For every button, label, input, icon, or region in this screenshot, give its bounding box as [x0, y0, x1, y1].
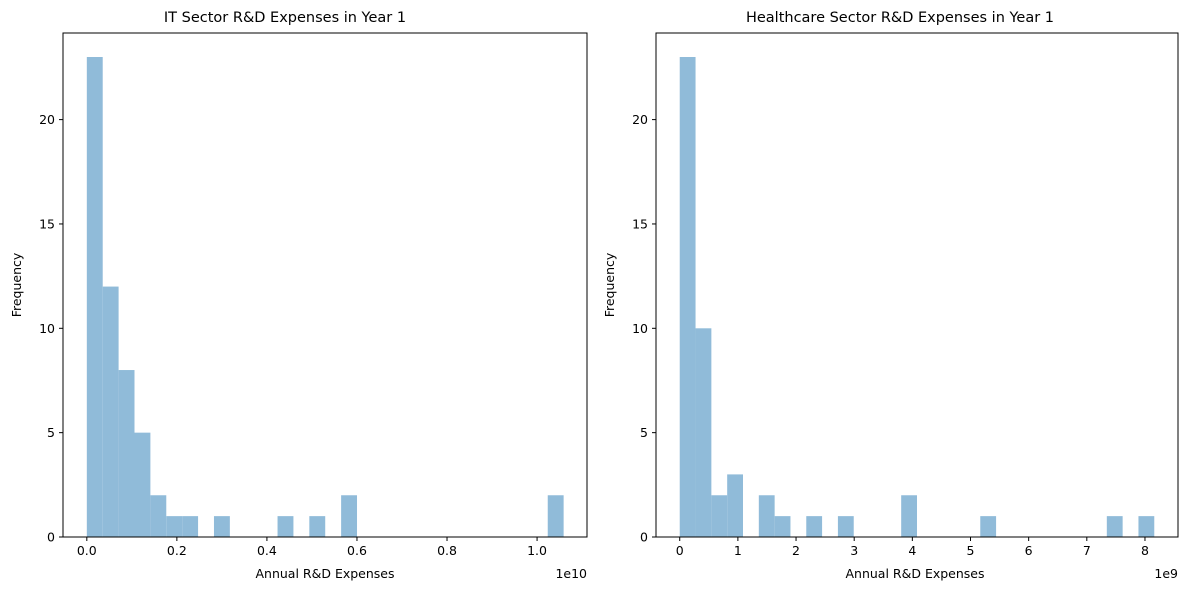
- x-tick-label: 0: [676, 543, 684, 558]
- histogram-bar: [758, 495, 775, 537]
- histogram-bar: [837, 516, 854, 537]
- y-tick-label: 10: [39, 321, 55, 336]
- x-tick-label: 0.6: [347, 543, 367, 558]
- y-tick-label: 5: [47, 425, 55, 440]
- histogram-bar: [309, 516, 326, 537]
- histogram-bar: [980, 516, 997, 537]
- x-offset-text: 1e9: [1154, 566, 1178, 581]
- histogram-bar: [695, 328, 712, 537]
- x-offset-text: 1e10: [555, 566, 587, 581]
- histogram-bar: [118, 370, 135, 537]
- histogram-bar: [806, 516, 823, 537]
- y-tick-label: 5: [640, 425, 648, 440]
- histogram-bar: [86, 57, 103, 537]
- y-ticks: 0 5 10 15 20: [632, 112, 656, 545]
- histogram-bar: [711, 495, 728, 537]
- chart-healthcare-sector: Healthcare Sector R&D Expenses in Year 1…: [602, 10, 1179, 581]
- x-tick-label: 1: [734, 543, 742, 558]
- y-tick-label: 20: [39, 112, 55, 127]
- y-tick-label: 15: [39, 216, 55, 231]
- histogram-bar: [150, 495, 167, 537]
- x-tick-label: 1.0: [527, 543, 547, 558]
- histogram-bar: [134, 432, 151, 537]
- x-tick-label: 0.0: [77, 543, 97, 558]
- histogram-bar: [547, 495, 564, 537]
- x-axis-label: Annual R&D Expenses: [845, 566, 984, 581]
- histogram-bar: [102, 286, 119, 537]
- y-tick-label: 0: [640, 530, 648, 545]
- histogram-bar: [774, 516, 791, 537]
- x-ticks: 0 1 2 3 4 5 6 7 8: [676, 537, 1149, 558]
- x-axis-label: Annual R&D Expenses: [255, 566, 394, 581]
- histogram-bar: [1106, 516, 1123, 537]
- x-tick-label: 7: [1083, 543, 1091, 558]
- x-tick-label: 5: [967, 543, 975, 558]
- plot-frame: [655, 32, 1179, 538]
- histogram-bar: [727, 474, 743, 537]
- bars-group: [679, 57, 1155, 537]
- chart-title: Healthcare Sector R&D Expenses in Year 1: [746, 10, 1054, 26]
- histogram-bar: [341, 495, 358, 537]
- histogram-bar: [901, 495, 917, 537]
- x-tick-label: 0.8: [437, 543, 457, 558]
- x-tick-label: 4: [908, 543, 916, 558]
- x-ticks: 0.0 0.2 0.4 0.6 0.8 1.0: [77, 537, 547, 558]
- y-axis-label: Frequency: [602, 252, 617, 317]
- histogram-bar: [1138, 516, 1155, 537]
- x-tick-label: 2: [792, 543, 800, 558]
- histogram-bar: [166, 516, 183, 537]
- y-tick-label: 0: [47, 530, 55, 545]
- histogram-bar: [182, 516, 199, 537]
- y-axis-label: Frequency: [9, 252, 24, 317]
- histogram-bar: [213, 516, 230, 537]
- y-tick-label: 10: [632, 321, 648, 336]
- x-tick-label: 3: [850, 543, 858, 558]
- chart-title: IT Sector R&D Expenses in Year 1: [164, 10, 406, 26]
- chart-it-sector: IT Sector R&D Expenses in Year 1 0.0 0.2 0…: [9, 10, 588, 581]
- x-tick-label: 0.2: [167, 543, 187, 558]
- plot-frame: [62, 32, 588, 538]
- y-tick-label: 20: [632, 112, 648, 127]
- x-tick-label: 6: [1025, 543, 1033, 558]
- histogram-bar: [679, 57, 696, 537]
- y-tick-label: 15: [632, 216, 648, 231]
- y-ticks: 0 5 10 15 20: [39, 112, 63, 545]
- bars-group: [86, 57, 564, 537]
- histogram-bar: [277, 516, 294, 537]
- x-tick-label: 0.4: [257, 543, 277, 558]
- x-tick-label: 8: [1141, 543, 1149, 558]
